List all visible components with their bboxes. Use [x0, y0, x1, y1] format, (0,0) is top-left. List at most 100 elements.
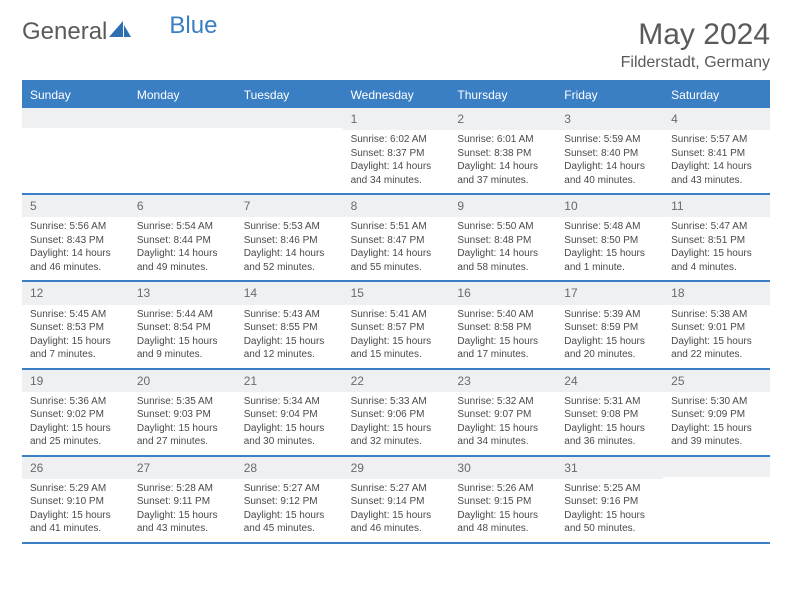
sunset-text: Sunset: 9:07 PM	[457, 408, 548, 422]
daylight-text-1: Daylight: 15 hours	[564, 335, 655, 349]
daylight-text-1: Daylight: 15 hours	[137, 422, 228, 436]
day-body: Sunrise: 5:44 AMSunset: 8:54 PMDaylight:…	[129, 305, 236, 368]
day-body: Sunrise: 5:32 AMSunset: 9:07 PMDaylight:…	[449, 392, 556, 455]
calendar: SundayMondayTuesdayWednesdayThursdayFrid…	[22, 80, 770, 544]
day-body: Sunrise: 5:51 AMSunset: 8:47 PMDaylight:…	[343, 217, 450, 280]
brand-text-1: General	[22, 18, 107, 46]
day-of-week-cell: Thursday	[449, 82, 556, 108]
day-body: Sunrise: 5:50 AMSunset: 8:48 PMDaylight:…	[449, 217, 556, 280]
sunset-text: Sunset: 9:02 PM	[30, 408, 121, 422]
day-body: Sunrise: 5:31 AMSunset: 9:08 PMDaylight:…	[556, 392, 663, 455]
sunrise-text: Sunrise: 5:51 AM	[351, 220, 442, 234]
sunrise-text: Sunrise: 5:41 AM	[351, 308, 442, 322]
sunrise-text: Sunrise: 5:45 AM	[30, 308, 121, 322]
day-cell: 5Sunrise: 5:56 AMSunset: 8:43 PMDaylight…	[22, 195, 129, 280]
day-cell: 15Sunrise: 5:41 AMSunset: 8:57 PMDayligh…	[343, 282, 450, 367]
sunrise-text: Sunrise: 5:53 AM	[244, 220, 335, 234]
day-number: 30	[457, 460, 548, 476]
day-number: 28	[244, 460, 335, 476]
day-body: Sunrise: 5:41 AMSunset: 8:57 PMDaylight:…	[343, 305, 450, 368]
day-cell: 26Sunrise: 5:29 AMSunset: 9:10 PMDayligh…	[22, 457, 129, 542]
day-of-week-cell: Sunday	[22, 82, 129, 108]
daylight-text-2: and 58 minutes.	[457, 261, 548, 275]
day-number: 24	[564, 373, 655, 389]
day-of-week-cell: Tuesday	[236, 82, 343, 108]
day-body: Sunrise: 6:01 AMSunset: 8:38 PMDaylight:…	[449, 130, 556, 193]
sunrise-text: Sunrise: 5:57 AM	[671, 133, 762, 147]
daylight-text-2: and 39 minutes.	[671, 435, 762, 449]
day-number: 13	[137, 285, 228, 301]
day-cell: 9Sunrise: 5:50 AMSunset: 8:48 PMDaylight…	[449, 195, 556, 280]
sunrise-text: Sunrise: 5:44 AM	[137, 308, 228, 322]
daylight-text-2: and 37 minutes.	[457, 174, 548, 188]
sunrise-text: Sunrise: 5:39 AM	[564, 308, 655, 322]
day-number-wrap: 28	[236, 457, 343, 479]
day-body: Sunrise: 5:45 AMSunset: 8:53 PMDaylight:…	[22, 305, 129, 368]
daylight-text-1: Daylight: 14 hours	[30, 247, 121, 261]
day-number-wrap: 1	[343, 108, 450, 130]
day-of-week-cell: Friday	[556, 82, 663, 108]
daylight-text-2: and 7 minutes.	[30, 348, 121, 362]
day-body: Sunrise: 5:54 AMSunset: 8:44 PMDaylight:…	[129, 217, 236, 280]
day-cell: 23Sunrise: 5:32 AMSunset: 9:07 PMDayligh…	[449, 370, 556, 455]
day-cell: 3Sunrise: 5:59 AMSunset: 8:40 PMDaylight…	[556, 108, 663, 193]
day-number-wrap: 29	[343, 457, 450, 479]
daylight-text-1: Daylight: 14 hours	[564, 160, 655, 174]
day-number: 10	[564, 198, 655, 214]
day-cell: 6 Sunrise: 5:54 AMSunset: 8:44 PMDaylight…	[129, 195, 236, 280]
daylight-text-1: Daylight: 14 hours	[351, 160, 442, 174]
sunrise-text: Sunrise: 5:35 AM	[137, 395, 228, 409]
sunset-text: Sunset: 9:01 PM	[671, 321, 762, 335]
title-block: May 2024 Filderstadt, Germany	[621, 18, 770, 72]
day-cell: 17Sunrise: 5:39 AMSunset: 8:59 PMDayligh…	[556, 282, 663, 367]
sunrise-text: Sunrise: 5:40 AM	[457, 308, 548, 322]
day-cell: 2 Sunrise: 6:01 AMSunset: 8:38 PMDaylight…	[449, 108, 556, 193]
sunset-text: Sunset: 9:12 PM	[244, 495, 335, 509]
daylight-text-2: and 1 minute.	[564, 261, 655, 275]
day-cell: 14Sunrise: 5:43 AMSunset: 8:55 PMDayligh…	[236, 282, 343, 367]
day-number: 11	[671, 198, 762, 214]
day-cell	[663, 457, 770, 542]
day-number: 18	[671, 285, 762, 301]
day-cell: 22Sunrise: 5:33 AMSunset: 9:06 PMDayligh…	[343, 370, 450, 455]
day-cell: 24 Sunrise: 5:31 AMSunset: 9:08 PMDayligh…	[556, 370, 663, 455]
day-number: 6	[137, 198, 228, 214]
day-number: 12	[30, 285, 121, 301]
day-number-wrap: 13	[129, 282, 236, 304]
day-number-wrap: 2	[449, 108, 556, 130]
day-body: Sunrise: 5:35 AMSunset: 9:03 PMDaylight:…	[129, 392, 236, 455]
day-number: 2	[457, 111, 548, 127]
sunrise-text: Sunrise: 5:34 AM	[244, 395, 335, 409]
day-number-wrap: 21	[236, 370, 343, 392]
sunrise-text: Sunrise: 5:33 AM	[351, 395, 442, 409]
daylight-text-2: and 27 minutes.	[137, 435, 228, 449]
day-body: Sunrise: 5:33 AMSunset: 9:06 PMDaylight:…	[343, 392, 450, 455]
month-title: May 2024	[621, 18, 770, 52]
day-cell: 20Sunrise: 5:35 AMSunset: 9:03 PMDayligh…	[129, 370, 236, 455]
day-number-wrap: 15	[343, 282, 450, 304]
daylight-text-1: Daylight: 15 hours	[671, 335, 762, 349]
daylight-text-1: Daylight: 15 hours	[457, 422, 548, 436]
day-of-week-cell: Saturday	[663, 82, 770, 108]
day-number-wrap: 16	[449, 282, 556, 304]
daylight-text-1: Daylight: 15 hours	[351, 509, 442, 523]
day-body: Sunrise: 5:53 AMSunset: 8:46 PMDaylight:…	[236, 217, 343, 280]
daylight-text-1: Daylight: 15 hours	[137, 509, 228, 523]
day-of-week-cell: Wednesday	[343, 82, 450, 108]
day-cell: 21Sunrise: 5:34 AMSunset: 9:04 PMDayligh…	[236, 370, 343, 455]
sunset-text: Sunset: 8:58 PM	[457, 321, 548, 335]
day-body: Sunrise: 5:40 AMSunset: 8:58 PMDaylight:…	[449, 305, 556, 368]
day-number-wrap: 26	[22, 457, 129, 479]
logo-sail-icon	[109, 18, 131, 46]
day-cell: 12 Sunrise: 5:45 AMSunset: 8:53 PMDayligh…	[22, 282, 129, 367]
daylight-text-2: and 12 minutes.	[244, 348, 335, 362]
daylight-text-2: and 43 minutes.	[671, 174, 762, 188]
sunset-text: Sunset: 9:15 PM	[457, 495, 548, 509]
sunrise-text: Sunrise: 5:47 AM	[671, 220, 762, 234]
day-body: Sunrise: 5:38 AMSunset: 9:01 PMDaylight:…	[663, 305, 770, 368]
day-cell: 10Sunrise: 5:48 AMSunset: 8:50 PMDayligh…	[556, 195, 663, 280]
sunset-text: Sunset: 9:03 PM	[137, 408, 228, 422]
sunset-text: Sunset: 8:51 PM	[671, 234, 762, 248]
daylight-text-2: and 22 minutes.	[671, 348, 762, 362]
day-number: 14	[244, 285, 335, 301]
